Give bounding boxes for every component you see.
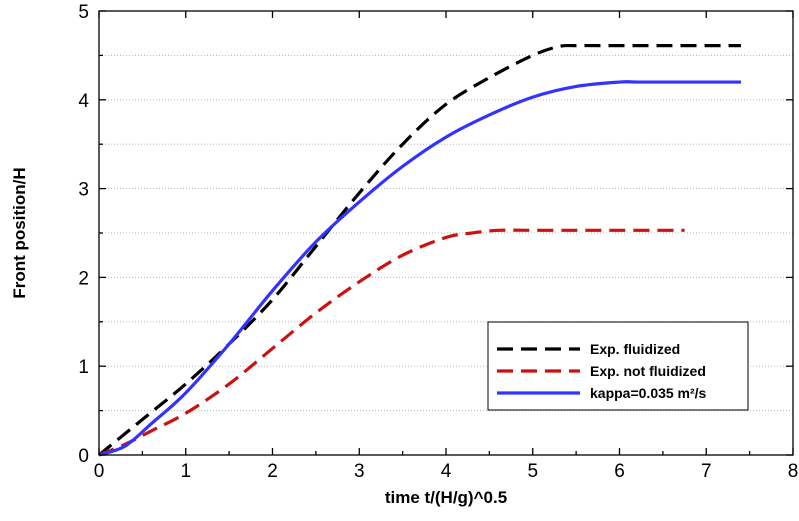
legend: Exp. fluidized Exp. not fluidized kappa=0.… xyxy=(487,321,749,411)
y-tick-label: 2 xyxy=(78,268,89,289)
x-axis-title: time t/(H/g)^0.5 xyxy=(385,488,507,507)
legend-entries: Exp. fluidized Exp. not fluidized kappa=0.… xyxy=(497,341,707,401)
x-tick-label: 6 xyxy=(614,461,625,482)
series-line-kappa-0-035-m-s xyxy=(98,80,741,457)
y-tick-label: 1 xyxy=(78,357,89,378)
tick-layer: 0 1 2 3 4 5 6 7 8 0 1 2 3 4 5 xyxy=(78,2,798,482)
x-tick-label: 4 xyxy=(441,461,452,482)
legend-label-exp-not-fluidized: Exp. not fluidized xyxy=(590,363,706,379)
x-tick-label: 8 xyxy=(788,461,799,482)
y-tick-label: 5 xyxy=(78,2,89,23)
legend-box xyxy=(487,321,749,411)
x-tick-label: 7 xyxy=(701,461,712,482)
x-tick-label: 3 xyxy=(354,461,365,482)
x-tick-label: 2 xyxy=(267,461,278,482)
x-tick-label: 1 xyxy=(180,461,191,482)
legend-label-exp-fluidized: Exp. fluidized xyxy=(590,341,680,357)
x-tick-label: 0 xyxy=(94,461,105,482)
series-layer xyxy=(97,43,741,457)
y-axis-title: Front position/H xyxy=(10,167,29,298)
legend-label-kappa-0-035-m-s: kappa=0.035 m²/s xyxy=(590,385,707,401)
y-tick-label: 3 xyxy=(78,180,89,201)
x-tick-label: 5 xyxy=(527,461,538,482)
y-tick-label: 0 xyxy=(78,446,89,467)
y-tick-label: 4 xyxy=(78,91,89,112)
series-line-exp-not-fluidized xyxy=(98,228,685,457)
